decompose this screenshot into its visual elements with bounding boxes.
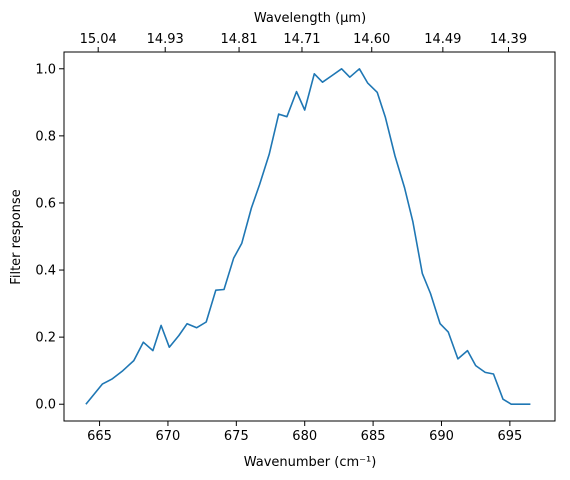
y-tick-label: 0.0	[35, 398, 56, 413]
x-tick-label: 685	[361, 429, 386, 444]
y-tick-label: 0.2	[35, 331, 56, 346]
y-tick-label: 0.6	[35, 196, 56, 211]
top-tick-label: 14.71	[283, 32, 320, 47]
x-tick-label: 665	[87, 429, 112, 444]
x-tick-label: 670	[156, 429, 181, 444]
y-tick-label: 1.0	[35, 62, 56, 77]
top-tick-label: 14.81	[220, 32, 257, 47]
x-tick-label: 695	[497, 429, 522, 444]
x-axis-label: Wavenumber (cm⁻¹)	[244, 455, 377, 470]
top-axis-label: Wavelength (μm)	[254, 11, 366, 26]
top-tick-label: 14.39	[490, 32, 527, 47]
plot-frame	[63, 51, 556, 422]
y-axis-label: Filter response	[9, 189, 24, 284]
top-tick-label: 14.93	[147, 32, 184, 47]
series-line-0	[85, 68, 531, 406]
x-tick-label: 675	[224, 429, 249, 444]
y-tick-label: 0.8	[35, 129, 56, 144]
plot-area: 665 670 675 680 685 690 695 0.0 0.2 0.4 0.6 0.8 1.0 1…	[35, 32, 556, 444]
x-tick-label: 690	[429, 429, 454, 444]
x-tick-label: 680	[292, 429, 317, 444]
top-tick-label: 14.60	[353, 32, 390, 47]
top-tick-label: 15.04	[80, 32, 117, 47]
top-tick-label: 14.49	[424, 32, 461, 47]
y-tick-label: 0.4	[35, 264, 56, 279]
